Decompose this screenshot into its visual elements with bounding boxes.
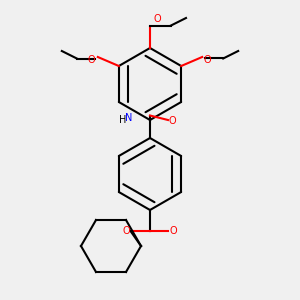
Text: H: H <box>118 115 126 125</box>
Text: O: O <box>87 55 95 65</box>
Text: N: N <box>124 112 132 123</box>
Text: O: O <box>153 14 160 24</box>
Text: O: O <box>168 116 176 126</box>
Text: O: O <box>169 226 177 236</box>
Text: O: O <box>123 226 130 236</box>
Text: O: O <box>204 55 211 65</box>
